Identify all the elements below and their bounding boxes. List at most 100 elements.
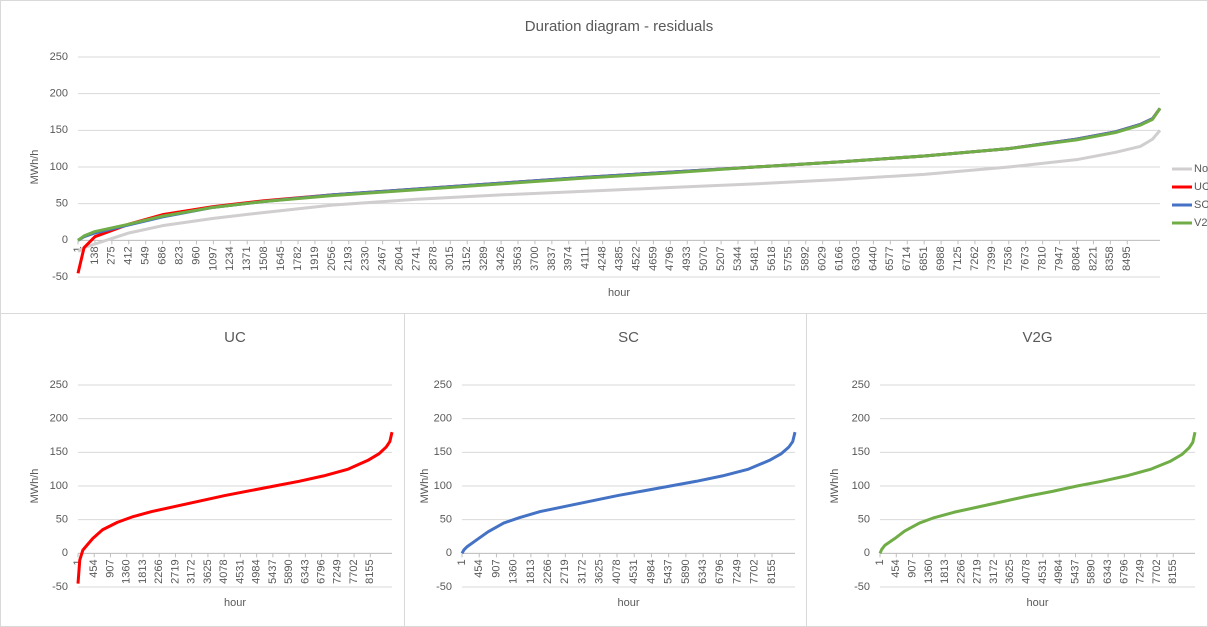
y-tick-label: 0 — [62, 234, 68, 246]
x-tick-label: 3563 — [512, 246, 524, 270]
x-tick-label: 7399 — [986, 246, 998, 270]
x-tick-label: 823 — [173, 246, 185, 264]
x-tick-label: 5890 — [680, 559, 692, 583]
legend-label: UC — [1194, 181, 1208, 193]
x-tick-label: 5070 — [698, 246, 710, 270]
x-tick-label: 7702 — [348, 559, 360, 583]
legend-label: No cars — [1194, 163, 1208, 175]
x-tick-label: 1813 — [939, 559, 951, 583]
x-tick-label: 4531 — [628, 559, 640, 583]
y-tick-label: 0 — [62, 547, 68, 559]
y-axis-label: MWh/h — [29, 469, 41, 504]
x-tick-label: 1097 — [207, 246, 219, 270]
x-tick-label: 4248 — [597, 246, 609, 270]
x-tick-label: 5755 — [783, 246, 795, 270]
x-tick-label: 2266 — [153, 559, 165, 583]
y-axis-label: MWh/h — [29, 150, 41, 185]
x-tick-label: 6343 — [697, 559, 709, 583]
x-tick-label: 6988 — [935, 246, 947, 270]
y-tick-label: 150 — [50, 446, 68, 458]
x-tick-label: 5618 — [766, 246, 778, 270]
x-axis-label: hour — [1026, 597, 1048, 609]
x-tick-label: 960 — [190, 246, 202, 264]
x-tick-label: 2741 — [410, 246, 422, 270]
x-tick-label: 4111 — [580, 246, 592, 269]
x-tick-label: 6440 — [867, 246, 879, 270]
x-tick-label: 8495 — [1121, 246, 1133, 270]
x-tick-label: 2604 — [393, 246, 405, 270]
y-tick-label: 250 — [50, 51, 68, 63]
x-tick-label: 3625 — [202, 559, 214, 583]
x-tick-label: 2878 — [427, 246, 439, 270]
x-tick-label: 5344 — [732, 246, 744, 270]
x-tick-label: 4984 — [1053, 559, 1065, 583]
x-tick-label: 6303 — [850, 246, 862, 270]
x-tick-label: 3152 — [461, 246, 473, 270]
x-tick-label: 2719 — [972, 559, 984, 583]
x-tick-label: 454 — [473, 559, 485, 577]
y-tick-label: 100 — [50, 480, 68, 492]
x-tick-label: 412 — [123, 246, 135, 264]
x-tick-label: 1 — [874, 559, 886, 565]
x-tick-label: 2193 — [343, 246, 355, 270]
y-tick-label: 0 — [864, 547, 870, 559]
x-tick-label: 5890 — [283, 559, 295, 583]
x-tick-label: 138 — [89, 246, 101, 264]
y-tick-label: 50 — [440, 514, 452, 526]
x-tick-label: 2330 — [360, 246, 372, 270]
x-tick-label: 4078 — [1021, 559, 1033, 583]
y-tick-label: -50 — [52, 271, 68, 283]
x-tick-label: 4531 — [1037, 559, 1049, 583]
x-tick-label: 549 — [140, 246, 152, 264]
x-tick-label: 907 — [104, 559, 116, 577]
x-tick-label: 454 — [88, 559, 100, 577]
x-tick-label: 6796 — [1118, 559, 1130, 583]
y-tick-label: -50 — [436, 581, 452, 593]
x-tick-label: 907 — [906, 559, 918, 577]
x-tick-label: 907 — [490, 559, 502, 577]
y-tick-label: 200 — [434, 413, 452, 425]
y-tick-label: 200 — [50, 413, 68, 425]
y-tick-label: 100 — [852, 480, 870, 492]
x-axis-label: hour — [224, 597, 246, 609]
x-tick-label: 5437 — [267, 559, 279, 583]
x-tick-label: 1508 — [258, 246, 270, 270]
x-tick-label: 3974 — [563, 246, 575, 270]
x-tick-label: 3289 — [478, 246, 490, 270]
x-tick-label: 2056 — [326, 246, 338, 270]
x-tick-label: 1360 — [923, 559, 935, 583]
x-tick-label: 5207 — [715, 246, 727, 270]
x-tick-label: 275 — [106, 246, 118, 264]
x-axis-label: hour — [617, 597, 639, 609]
chart-title: Duration diagram - residuals — [525, 18, 713, 35]
x-tick-label: 1371 — [241, 246, 253, 270]
y-tick-label: 150 — [434, 446, 452, 458]
x-tick-label: 4933 — [681, 246, 693, 270]
y-tick-label: 0 — [446, 547, 452, 559]
x-tick-label: 4984 — [645, 559, 657, 583]
y-tick-label: 100 — [50, 161, 68, 173]
x-tick-label: 7125 — [952, 246, 964, 270]
x-tick-label: 6577 — [884, 246, 896, 270]
y-tick-label: 150 — [852, 446, 870, 458]
chart-title: UC — [224, 329, 246, 346]
x-tick-label: 3837 — [546, 246, 558, 270]
legend-label: SC — [1194, 199, 1208, 211]
x-tick-label: 5890 — [1086, 559, 1098, 583]
y-tick-label: 250 — [50, 379, 68, 391]
x-tick-label: 3625 — [1004, 559, 1016, 583]
y-tick-label: 150 — [50, 124, 68, 136]
chart-title: SC — [618, 329, 639, 346]
x-tick-label: 1919 — [309, 246, 321, 270]
x-tick-label: 6796 — [315, 559, 327, 583]
x-tick-label: 2266 — [955, 559, 967, 583]
x-tick-label: 6166 — [833, 246, 845, 270]
x-tick-label: 4659 — [647, 246, 659, 270]
x-tick-label: 2719 — [169, 559, 181, 583]
x-tick-label: 3700 — [529, 246, 541, 270]
y-axis-label: MWh/h — [419, 469, 431, 504]
x-tick-label: 8084 — [1070, 246, 1082, 270]
x-tick-label: 3172 — [186, 559, 198, 583]
x-tick-label: 6343 — [1102, 559, 1114, 583]
